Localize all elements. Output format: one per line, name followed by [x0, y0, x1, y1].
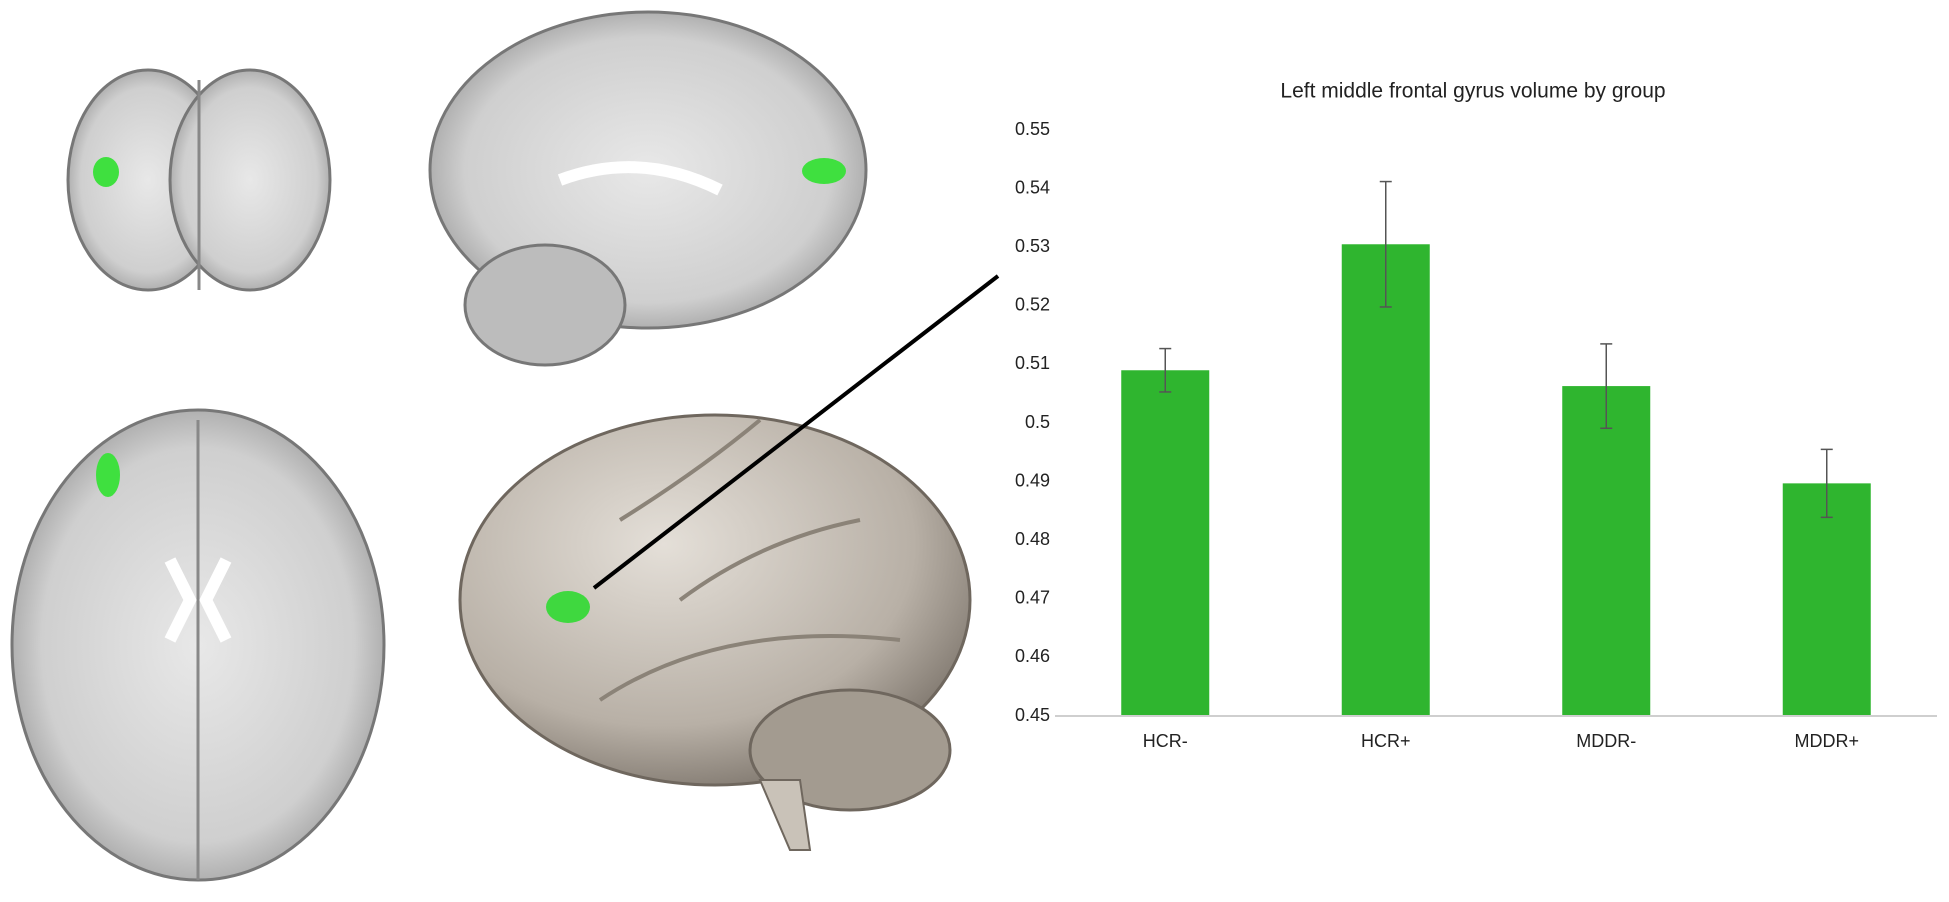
- error-bar: [1159, 347, 1172, 393]
- error-bar: [1379, 180, 1392, 308]
- y-tick-label: 0.46: [1015, 646, 1050, 666]
- axial-slice: [10, 408, 386, 882]
- y-tick-label: 0.53: [1015, 236, 1050, 256]
- y-tick-label: 0.5: [1025, 412, 1050, 432]
- brain-images: [10, 10, 1000, 882]
- y-tick-label: 0.52: [1015, 295, 1050, 315]
- coronal-slice: [66, 68, 332, 292]
- y-tick-label: 0.51: [1015, 353, 1050, 373]
- y-tick-label: 0.54: [1015, 177, 1050, 197]
- x-tick-label: HCR-: [1143, 731, 1188, 751]
- bar: [1121, 370, 1210, 716]
- connector-line: [592, 274, 1000, 590]
- x-tick-label: MDDR-: [1576, 731, 1636, 751]
- error-bar: [1600, 343, 1613, 430]
- chart-title: Left middle frontal gyrus volume by grou…: [1280, 80, 1665, 103]
- y-tick-label: 0.49: [1015, 470, 1050, 490]
- bar: [1782, 483, 1871, 716]
- y-tick-label: 0.55: [1015, 119, 1050, 139]
- error-bar: [1820, 448, 1833, 519]
- lateral-brain: [458, 413, 972, 851]
- x-tick-label: HCR+: [1361, 731, 1411, 751]
- sagittal-slice: [428, 10, 868, 367]
- y-tick-label: 0.45: [1015, 705, 1050, 725]
- y-tick-label: 0.47: [1015, 588, 1050, 608]
- bar: [1562, 386, 1651, 716]
- y-tick-label: 0.48: [1015, 529, 1050, 549]
- bar: [1341, 244, 1430, 716]
- x-tick-label: MDDR+: [1794, 731, 1859, 751]
